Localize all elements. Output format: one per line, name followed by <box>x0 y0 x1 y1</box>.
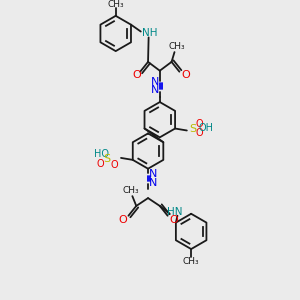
Text: O: O <box>196 128 203 138</box>
Text: O: O <box>118 215 127 225</box>
Text: O: O <box>132 70 141 80</box>
Text: S: S <box>189 124 196 134</box>
Text: CH₃: CH₃ <box>183 257 200 266</box>
Text: CH₃: CH₃ <box>107 0 124 9</box>
Text: OH: OH <box>199 122 214 133</box>
Text: N: N <box>151 77 159 88</box>
Text: O: O <box>97 159 104 169</box>
Text: O: O <box>181 70 190 80</box>
Text: O: O <box>169 215 178 225</box>
Text: O: O <box>110 160 118 170</box>
Text: CH₃: CH₃ <box>168 42 185 51</box>
Text: N: N <box>151 85 159 95</box>
Text: S: S <box>104 154 111 164</box>
Text: NH: NH <box>142 28 157 38</box>
Text: HO: HO <box>94 149 109 159</box>
Text: N: N <box>149 178 157 188</box>
Text: CH₃: CH₃ <box>122 186 139 195</box>
Text: HN: HN <box>167 207 182 217</box>
Text: O: O <box>196 118 203 129</box>
Text: N: N <box>149 169 157 178</box>
